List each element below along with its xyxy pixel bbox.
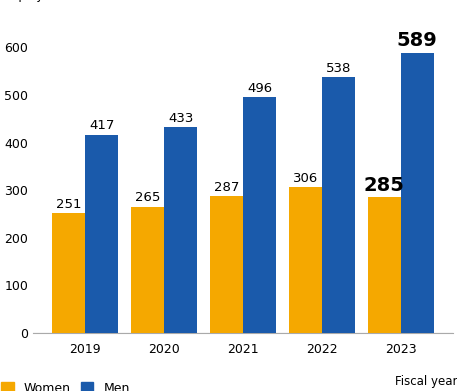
Bar: [164, 127, 197, 333]
Text: 417: 417: [89, 119, 114, 132]
Bar: [367, 197, 401, 333]
Text: 306: 306: [292, 172, 318, 185]
Text: Fiscal year: Fiscal year: [394, 375, 457, 387]
Legend: Women, Men: Women, Men: [1, 382, 130, 391]
Bar: [322, 77, 355, 333]
Text: 589: 589: [397, 31, 437, 50]
Bar: [243, 97, 276, 333]
Bar: [289, 187, 322, 333]
Text: 287: 287: [214, 181, 239, 194]
Text: 433: 433: [168, 111, 193, 125]
Text: 538: 538: [326, 62, 351, 75]
Text: 496: 496: [247, 82, 272, 95]
Bar: [52, 213, 85, 333]
Text: 251: 251: [56, 198, 81, 211]
Bar: [85, 135, 118, 333]
Bar: [401, 53, 434, 333]
Bar: [131, 207, 164, 333]
Text: 265: 265: [135, 192, 160, 204]
Bar: [210, 196, 243, 333]
Text: 285: 285: [364, 176, 404, 195]
Text: (employees): (employees): [0, 0, 69, 2]
